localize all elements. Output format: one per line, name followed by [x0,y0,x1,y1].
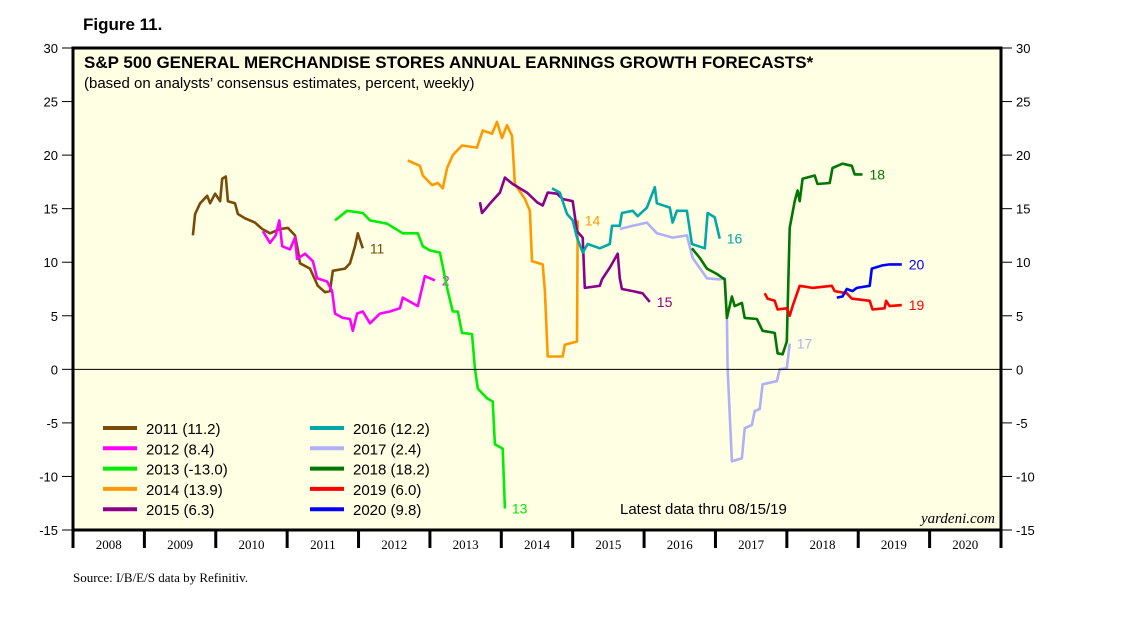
latest-data-annotation: Latest data thru 08/15/19 [620,501,787,518]
series-end-label: 15 [657,294,673,310]
series-end-label: 13 [512,501,528,517]
series-end-label: 18 [870,166,886,182]
legend-entry: 2011 (11.2) [146,421,221,438]
source-note: Source: I/B/E/S data by Refinitiv. [73,570,248,585]
legend-entry: 2013 (-13.0) [146,462,228,479]
y-tick-label-left: 0 [51,362,58,377]
series-line-19 [763,284,902,318]
series-line-11 [191,175,365,294]
legend-entry: 2019 (6.0) [353,482,421,499]
plot-frame [71,46,1003,532]
y-tick-label-right: 0 [1016,362,1023,377]
legend-entry: 2018 (18.2) [353,462,430,479]
x-tick-label: 2015 [595,537,621,552]
series-line-13 [334,209,507,509]
series-end-label: 16 [727,231,743,247]
y-tick-label-right: 20 [1016,148,1030,163]
y-tick-label-right: 10 [1016,255,1030,270]
x-tick-label: 2008 [96,537,122,552]
x-tick-label: 2011 [310,537,336,552]
x-tick-label: 2020 [952,537,978,552]
series-line-17 [619,221,791,463]
y-tick-label-right: 25 [1016,95,1030,110]
x-tick-label: 2018 [810,537,836,552]
y-tick-label-left: -10 [39,469,58,484]
legend-entry: 2012 (8.4) [146,441,214,458]
x-tick-label: 2009 [167,537,193,552]
series-end-label: 14 [585,212,601,228]
chart-title: S&P 500 GENERAL MERCHANDISE STORES ANNUA… [84,53,814,72]
x-tick-label: 2012 [381,537,407,552]
legend-entry: 2014 (13.9) [146,482,223,499]
legend-entry: 2015 (6.3) [146,502,214,519]
y-tick-label-left: -5 [46,416,58,431]
series-line-16 [551,185,721,254]
x-tick-label: 2019 [881,537,907,552]
series-line-18 [690,162,863,356]
series-end-label: 19 [909,297,925,313]
legend-entry: 2017 (2.4) [353,441,421,458]
x-tick-label: 2014 [524,537,551,552]
series-line-14 [407,120,579,358]
series-end-label: 20 [909,256,925,272]
y-tick-label-left: -15 [39,523,58,538]
y-tick-label-left: 15 [44,202,58,217]
x-tick-label: 2010 [238,537,264,552]
y-tick-label-left: 30 [44,41,58,56]
legend-entry: 2016 (12.2) [353,421,430,438]
x-tick-label: 2016 [667,537,694,552]
x-tick-label: 2013 [453,537,479,552]
y-tick-label-right: -10 [1016,469,1035,484]
x-tick-label: 2017 [738,537,765,552]
figure-label: Figure 11. [83,15,162,34]
chart-subtitle: (based on analysts’ consensus estimates,… [84,75,474,92]
y-tick-label-right: -15 [1016,523,1035,538]
legend-entry: 2020 (9.8) [353,502,421,519]
series-line-20 [836,263,902,299]
series-end-label: 17 [797,336,813,352]
y-tick-label-left: 20 [44,148,58,163]
y-tick-label-right: -5 [1016,416,1028,431]
series-line-2 [261,219,436,333]
y-tick-label-left: 10 [44,255,58,270]
y-tick-label-left: 5 [51,309,58,324]
series-end-label: 11 [370,240,385,256]
y-tick-label-right: 5 [1016,309,1023,324]
series-line-15 [478,176,651,303]
brand-watermark: yardeni.com [919,511,995,527]
y-tick-label-right: 30 [1016,41,1030,56]
y-tick-label-left: 25 [44,95,58,110]
y-tick-label-right: 15 [1016,202,1030,217]
